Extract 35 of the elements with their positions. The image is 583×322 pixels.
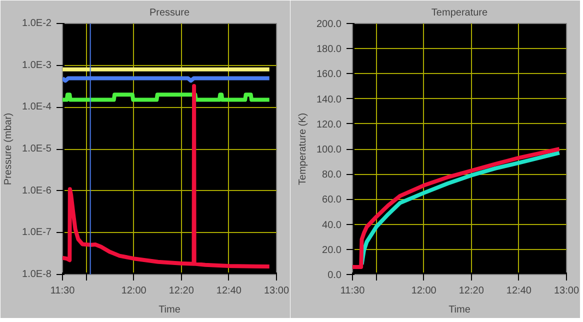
- x-tick-label: 12:20: [458, 286, 484, 296]
- x-tick-label: 12:00: [411, 286, 437, 296]
- y-tick-label: 1.0E-6: [22, 185, 52, 196]
- y-tick-label: 100.0: [316, 144, 342, 156]
- y-tick-label: 20.0: [322, 244, 342, 256]
- y-tick-label: 1.0E-5: [22, 144, 52, 154]
- line-series: [62, 84, 272, 269]
- y-tick-label: 60.0: [322, 194, 342, 206]
- x-tick-label: 13:00: [264, 286, 290, 296]
- y-axis-title: Pressure (mbar): [3, 112, 14, 186]
- x-tick-label: 12:20: [168, 286, 194, 296]
- x-tick-label: 13:00: [554, 286, 580, 296]
- y-tick-label: 140.0: [316, 94, 342, 106]
- x-tick-label: 11:30: [340, 286, 366, 296]
- y-tick-label: 1.0E-7: [22, 227, 52, 238]
- x-tick-label: 12:40: [506, 286, 532, 296]
- y-tick-label: 180.0: [316, 44, 342, 56]
- y-tick-label: 1.0E-8: [22, 269, 52, 280]
- y-tick-label: 80.0: [322, 170, 342, 181]
- x-axis-title: Time: [448, 304, 471, 316]
- y-tick-label: 120.0: [316, 119, 342, 130]
- y-axis-title: Temperature (K): [297, 112, 308, 186]
- chart-title: Temperature: [431, 8, 488, 18]
- y-tick-label: 0.0: [328, 270, 342, 281]
- y-tick-label: 40.0: [322, 220, 342, 231]
- y-tick-label: 160.0: [316, 69, 342, 80]
- x-tick-label: 12:40: [216, 286, 242, 296]
- x-tick-label: 12:00: [121, 286, 147, 296]
- y-tick-label: 1.0E-2: [22, 18, 52, 29]
- y-tick-label: 1.0E-4: [22, 102, 52, 113]
- x-tick-label: 11:30: [50, 286, 76, 296]
- x-axis-title: Time: [158, 304, 181, 316]
- chart-title: Pressure: [149, 8, 190, 18]
- y-tick-label: 200.0: [316, 19, 342, 30]
- y-tick-label: 1.0E-3: [22, 60, 52, 71]
